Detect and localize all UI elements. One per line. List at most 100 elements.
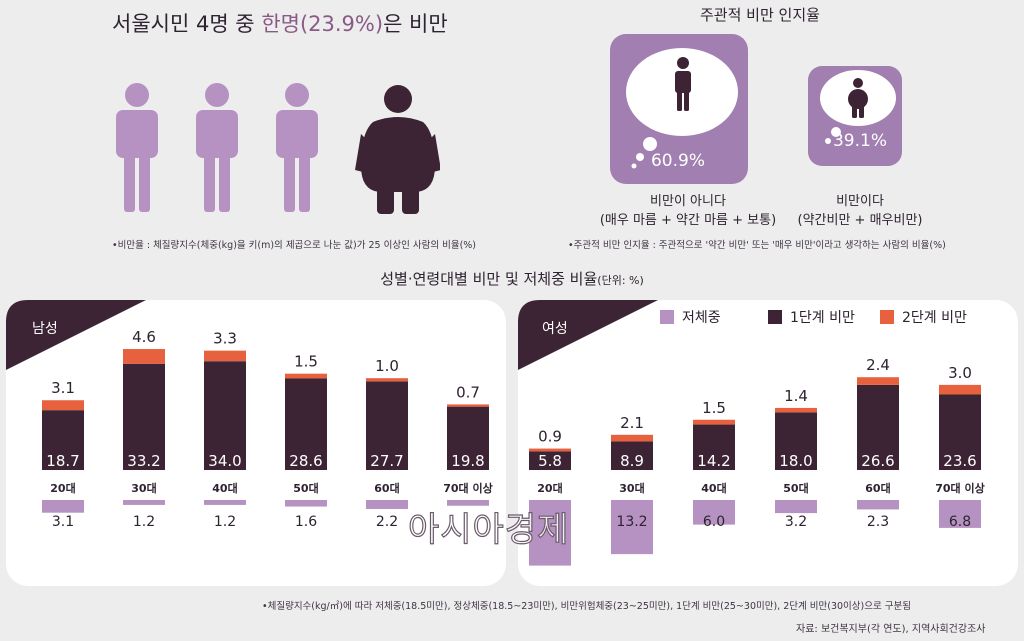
value-label-obese2: 0.9 <box>538 428 562 446</box>
value-label-obese1: 23.6 <box>943 452 976 470</box>
value-label-underweight: 1.6 <box>295 514 317 530</box>
obese-sub: (약간비만 + 매우비만) <box>797 213 923 228</box>
bar-obese1 <box>42 410 84 470</box>
bar-underweight <box>611 500 653 555</box>
male-tag: 남성 <box>32 321 58 337</box>
section-title: 성별·연령대별 비만 및 저체중 비율(단위: %) <box>380 270 644 288</box>
male-bar-chart: 18.7 3.1 20대 3.1 33.2 4.6 30대 1.2 34.0 3.3 40대 1.2 2… <box>42 328 493 530</box>
female-tag-shape <box>518 300 658 370</box>
value-label-obese1: 19.8 <box>451 452 484 470</box>
value-label-obese2: 1.0 <box>375 357 399 375</box>
bar-obese2 <box>42 400 84 411</box>
legend-swatch <box>768 310 782 324</box>
bar-obese1 <box>775 412 817 470</box>
category-label: 50대 <box>783 481 808 495</box>
legend-swatch <box>660 310 674 324</box>
value-label-underweight: 13.2 <box>616 514 647 530</box>
female-tag: 여성 <box>542 321 568 337</box>
bar-underweight <box>857 500 899 510</box>
footnote: •체질량지수(kg/㎡)에 따라 저체중(18.5미만), 정상체중(18.5~… <box>262 601 911 612</box>
value-label-obese1: 18.0 <box>779 452 812 470</box>
bar-obese2 <box>775 407 817 413</box>
bar-underweight <box>775 500 817 514</box>
value-label-underweight: 2.3 <box>867 514 889 530</box>
thought-bubbles <box>610 34 902 184</box>
bar-obese1 <box>204 361 246 470</box>
category-label: 60대 <box>374 481 399 495</box>
value-label-obese1: 27.7 <box>370 452 403 470</box>
bar-obese2 <box>611 434 653 442</box>
value-label-underweight: 3.2 <box>785 514 807 530</box>
value-label-obese2: 1.4 <box>784 387 808 405</box>
category-label: 40대 <box>212 481 237 495</box>
bar-obese1 <box>285 378 327 470</box>
category-label: 60대 <box>865 481 890 495</box>
male-tag-shape <box>6 300 146 370</box>
value-label-obese1: 8.9 <box>620 452 644 470</box>
value-label-obese2: 1.5 <box>702 399 726 417</box>
source: 자료: 보건복지부(각 연도), 지역사회건강조사 <box>796 624 986 635</box>
people-figures <box>116 83 440 214</box>
category-label: 20대 <box>537 481 562 495</box>
category-label: 70대 이상 <box>443 481 493 495</box>
perception-title: 주관적 비만 인지율 <box>700 6 820 24</box>
bar-obese2 <box>447 404 489 407</box>
thought-bubble-small <box>808 66 902 166</box>
bar-obese1 <box>123 363 165 470</box>
bar-underweight <box>447 500 489 506</box>
title-highlight: 한명(23.9%) <box>261 12 384 36</box>
not-obese-sub: (매우 마름 + 약간 마름 + 보통) <box>599 213 777 228</box>
bar-underweight <box>42 500 84 513</box>
female-panel <box>518 300 1018 586</box>
value-label-obese2: 2.1 <box>620 414 644 432</box>
category-label: 50대 <box>293 481 318 495</box>
bar-obese1 <box>939 394 981 470</box>
bar-obese2 <box>693 419 735 425</box>
person-icon <box>196 83 238 212</box>
value-label-obese2: 2.4 <box>866 356 890 374</box>
bar-underweight <box>939 500 981 528</box>
bar-underweight <box>204 500 246 505</box>
thought-bubble-large <box>610 34 748 184</box>
value-label-underweight: 6.0 <box>703 514 725 530</box>
bar-obese1 <box>366 381 408 470</box>
value-label-underweight: 3.1 <box>52 514 74 530</box>
legend-obese1: 1단계 비만 <box>768 307 855 327</box>
value-label-obese2: 3.1 <box>51 379 75 397</box>
value-label-obese1: 26.6 <box>861 452 894 470</box>
category-label: 30대 <box>131 481 156 495</box>
bar-obese1 <box>857 384 899 470</box>
obese-percent: 39.1% <box>832 131 887 151</box>
bar-underweight <box>366 500 408 510</box>
person-icon <box>116 83 158 212</box>
value-label-obese2: 4.6 <box>132 328 156 346</box>
value-label-underweight: 1.2 <box>133 514 155 530</box>
bar-obese2 <box>366 378 408 382</box>
value-label-obese2: 0.7 <box>456 383 480 401</box>
value-label-obese1: 18.7 <box>46 452 79 470</box>
bar-underweight <box>693 500 735 525</box>
bar-obese1 <box>529 451 571 470</box>
obese-person-icon <box>848 78 868 118</box>
value-label-obese2: 3.3 <box>213 330 237 348</box>
bar-obese2 <box>939 384 981 395</box>
watermark: 아시아경제 <box>407 509 570 550</box>
value-label-obese1: 14.2 <box>697 452 730 470</box>
value-label-obese2: 3.0 <box>948 364 972 382</box>
bar-underweight <box>123 500 165 505</box>
category-label: 40대 <box>701 481 726 495</box>
page-title: 서울시민 4명 중 한명(23.9%)은 비만 <box>112 12 448 36</box>
category-label: 70대 이상 <box>935 481 985 495</box>
bar-obese2 <box>857 377 899 385</box>
obese-label: 비만이다 <box>836 194 884 209</box>
legend-obese2: 2단계 비만 <box>880 307 967 327</box>
female-bar-chart: 5.8 0.9 20대 8.9 2.1 30대 13.2 14.2 1.5 40대 6.0 18.0 1… <box>529 356 985 566</box>
perception-note: •주관적 비만 인지율 : 주관적으로 '약간 비만' 또는 '매우 비만'이라… <box>568 240 946 251</box>
value-label-obese1: 5.8 <box>538 452 562 470</box>
legend-swatch <box>880 310 894 324</box>
bar-obese2 <box>285 373 327 379</box>
value-label-obese2: 1.5 <box>294 353 318 371</box>
bar-underweight <box>529 500 571 566</box>
category-label: 20대 <box>50 481 75 495</box>
value-label-underweight: 1.2 <box>214 514 236 530</box>
